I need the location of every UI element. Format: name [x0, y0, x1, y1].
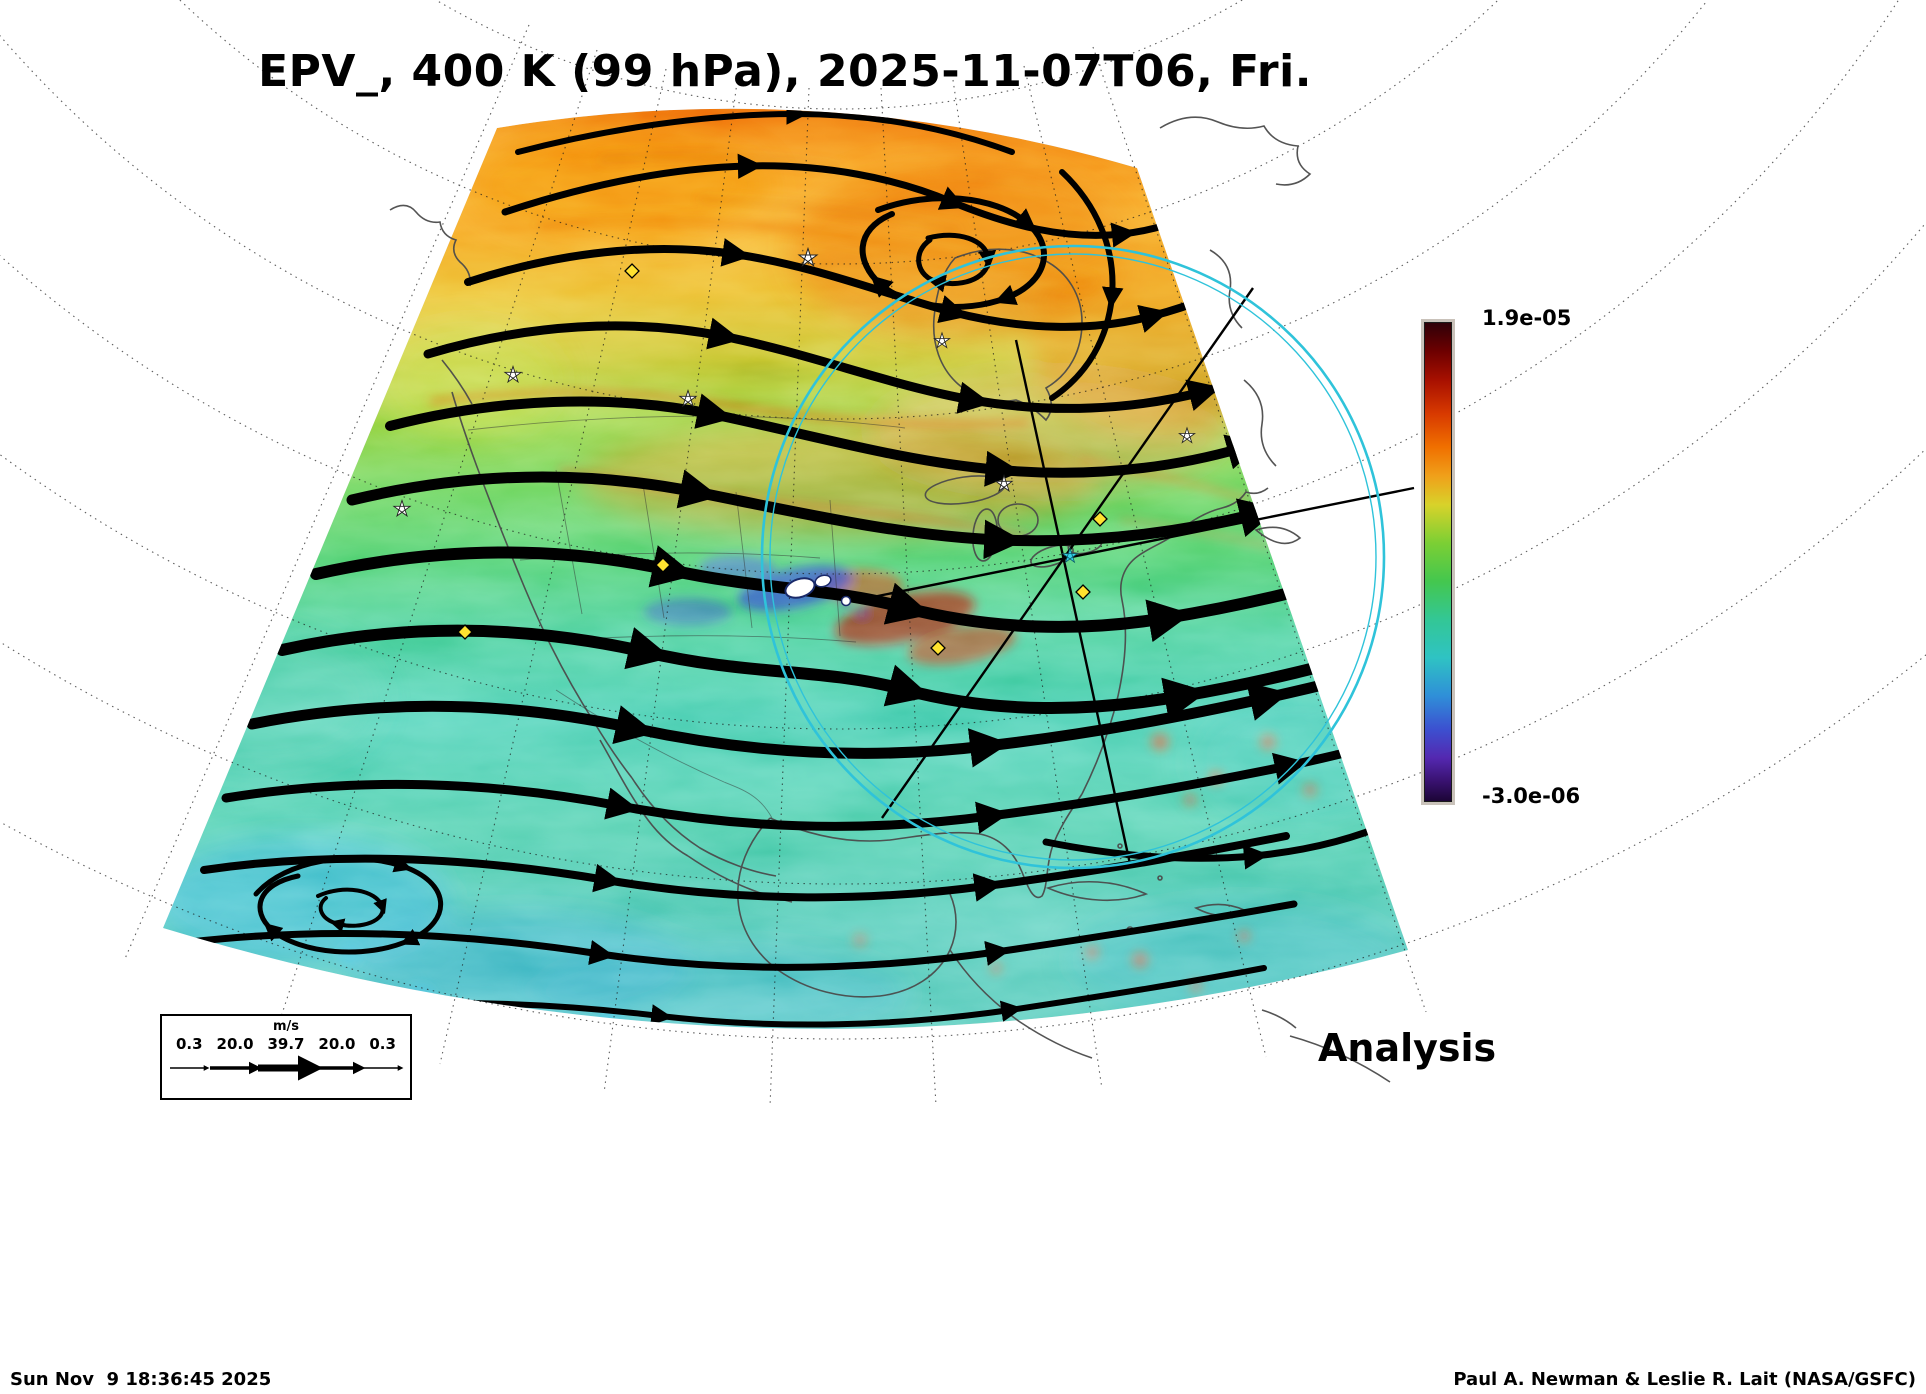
station-markers	[393, 248, 1196, 656]
wind-legend-value: 0.3	[369, 1035, 396, 1053]
plot-timestamp: Sun Nov 9 18:36:45 2025	[10, 1369, 272, 1390]
wind-legend-values: 0.3 20.0 39.7 20.0 0.3	[162, 1035, 410, 1053]
range-circle	[760, 244, 1386, 870]
wind-legend-value: 0.3	[176, 1035, 203, 1053]
wind-speed-legend: m/s 0.3 20.0 39.7 20.0 0.3	[160, 1014, 412, 1100]
analysis-label: Analysis	[1318, 1026, 1497, 1070]
plot-title: EPV_, 400 K (99 hPa), 2025-11-07T06, Fri…	[258, 46, 1312, 97]
colorbar-max-label: 1.9e-05	[1482, 306, 1572, 330]
wind-legend-units: m/s	[272, 1019, 300, 1034]
plot-credit: Paul A. Newman & Leslie R. Lait (NASA/GS…	[1453, 1369, 1916, 1390]
low-epv-spots	[784, 574, 852, 607]
wind-legend-value: 20.0	[216, 1035, 254, 1053]
wind-legend-value: 39.7	[267, 1035, 305, 1053]
colorbar	[1424, 322, 1452, 802]
great-circle-lines	[857, 287, 1415, 865]
wind-legend-arrows	[170, 1055, 404, 1081]
wind-legend-value: 20.0	[318, 1035, 356, 1053]
colorbar-min-label: -3.0e-06	[1482, 784, 1581, 808]
